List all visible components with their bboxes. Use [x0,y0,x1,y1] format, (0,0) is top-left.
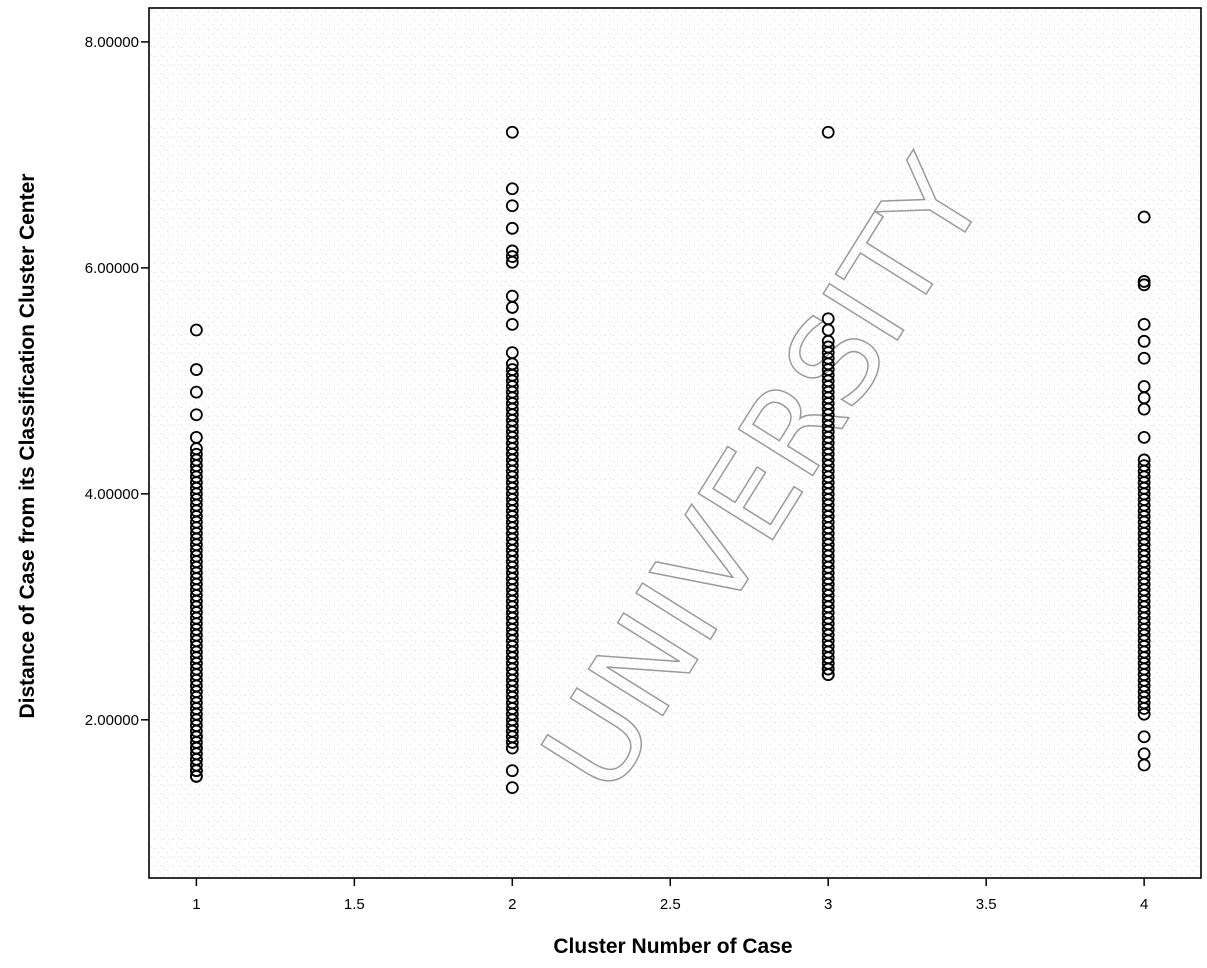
plot-area [148,7,1202,879]
data-point [505,289,519,303]
data-point [1137,707,1151,721]
data-point [505,781,519,795]
data-point [1137,275,1151,288]
y-tick-label: 8.00000 [85,34,139,51]
data-point [821,125,835,139]
data-point [1137,380,1151,393]
data-point [505,244,519,258]
data-point [1137,351,1151,365]
data-point [1137,459,1151,472]
x-tick-label: 2.5 [660,896,681,913]
data-point [189,730,203,744]
y-axis: 2.00000 4.00000 6.00000 8.00000 [85,34,149,729]
x-tick-label: 4 [1140,896,1148,913]
data-point [505,221,519,235]
data-point [505,199,519,213]
x-tick-label: 1.5 [344,896,365,913]
data-point [505,363,519,376]
data-point [505,764,519,778]
data-point [505,741,519,755]
data-point [1137,747,1151,761]
x-tick-label: 1 [192,896,200,913]
data-point [189,363,203,376]
data-point [1137,317,1151,331]
x-tick-label: 2 [508,896,516,913]
data-point [1137,730,1151,744]
data-points [189,125,1151,795]
y-tick-label: 6.00000 [85,260,139,277]
data-point [821,668,835,682]
data-point [1137,453,1151,467]
data-point [505,250,519,263]
data-point [189,430,203,444]
y-tick-label: 2.00000 [85,712,139,729]
y-tick-label: 4.00000 [85,486,139,503]
data-point [505,182,519,196]
x-tick-label: 3 [824,896,832,913]
data-point [505,346,519,360]
data-point [189,385,203,399]
data-point [1137,210,1151,224]
x-axis-title: Cluster Number of Case [553,935,792,958]
data-point [189,323,203,337]
data-point [1137,278,1151,292]
data-point [505,125,519,139]
data-point [1137,334,1151,348]
x-tick-label: 3.5 [976,896,997,913]
data-point [505,736,519,749]
data-point [821,662,835,676]
x-axis: 1 1.5 2 2.5 3 3.5 4 [192,878,1148,913]
data-point [189,769,203,783]
data-point [1137,430,1151,444]
data-point [821,312,835,326]
data-point [505,317,519,331]
data-point [821,340,835,354]
data-point [189,447,203,461]
y-axis-title: Distance of Case from its Classification… [16,174,39,719]
data-point [189,408,203,422]
